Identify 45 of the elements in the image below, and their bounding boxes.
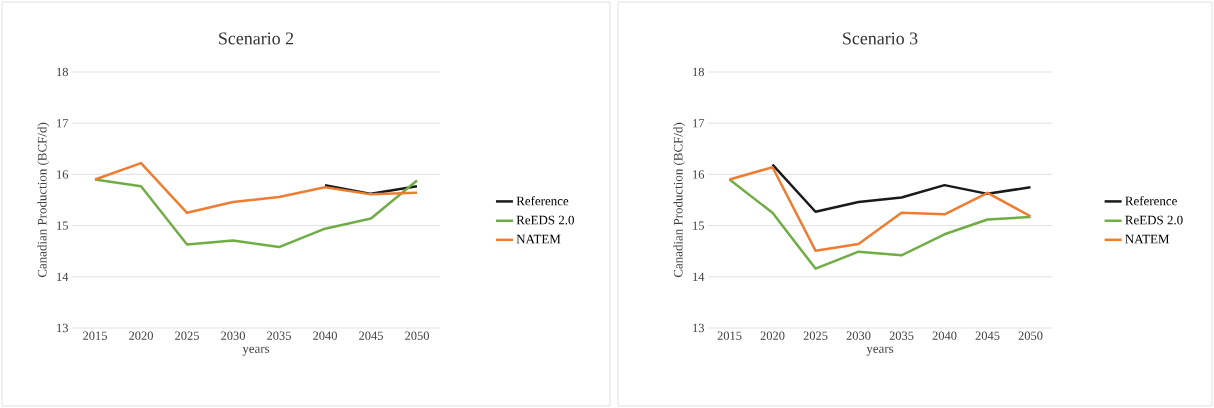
x-tick-label: 2050 (405, 331, 429, 340)
x-tick-label: 2040 (313, 331, 337, 340)
line-series (728, 165, 1032, 252)
legend-label: Reference (1125, 196, 1177, 206)
y-tick-label: 13 (693, 323, 704, 333)
legend-label: ReEDS 2.0 (516, 215, 574, 225)
line-series (93, 178, 419, 249)
y-axis-title: Canadian Production (BCF/d) (673, 122, 686, 278)
x-tick-label: 2030 (221, 331, 245, 340)
x-tick-label: 2015 (83, 331, 107, 340)
x-tick-label: 2035 (889, 331, 914, 340)
x-tick-label: 2025 (175, 331, 199, 340)
y-tick-label: 13 (57, 323, 68, 333)
line-series (93, 161, 419, 215)
x-axis-title: years (242, 346, 270, 356)
x-tick-label: 2020 (129, 331, 153, 340)
y-tick-label: 14 (693, 272, 705, 281)
legend-label: ReEDS 2.0 (1125, 215, 1183, 225)
legend-label: NATEM (1125, 234, 1170, 244)
x-tick-label: 2050 (1018, 331, 1043, 340)
y-tick-label: 14 (57, 272, 69, 281)
y-tick-label: 16 (57, 170, 69, 179)
chart-title: Scenario 3 (843, 32, 918, 45)
x-axis-title: years (866, 346, 894, 356)
y-tick-label: 18 (57, 67, 68, 77)
y-tick-label: 15 (57, 221, 68, 230)
y-tick-label: 16 (693, 170, 705, 179)
y-tick-label: 17 (57, 119, 69, 128)
legend-label: Reference (516, 196, 569, 206)
x-tick-label: 2020 (760, 331, 785, 340)
line-series (728, 178, 1032, 270)
x-tick-label: 2040 (932, 331, 957, 340)
x-tick-label: 2045 (975, 331, 1000, 340)
x-tick-label: 2015 (717, 331, 742, 340)
x-tick-label: 2045 (359, 331, 383, 340)
line-series (771, 163, 1032, 214)
y-tick-label: 17 (693, 119, 705, 128)
x-tick-label: 2025 (803, 331, 828, 340)
legend-label: NATEM (516, 234, 561, 244)
y-tick-label: 15 (693, 221, 704, 230)
x-tick-label: 2030 (846, 331, 871, 340)
chart-title: Scenario 2 (219, 32, 294, 45)
y-axis-title: Canadian Production (BCF/d) (37, 122, 50, 278)
y-tick-label: 18 (693, 67, 705, 77)
x-tick-label: 2035 (267, 331, 291, 340)
